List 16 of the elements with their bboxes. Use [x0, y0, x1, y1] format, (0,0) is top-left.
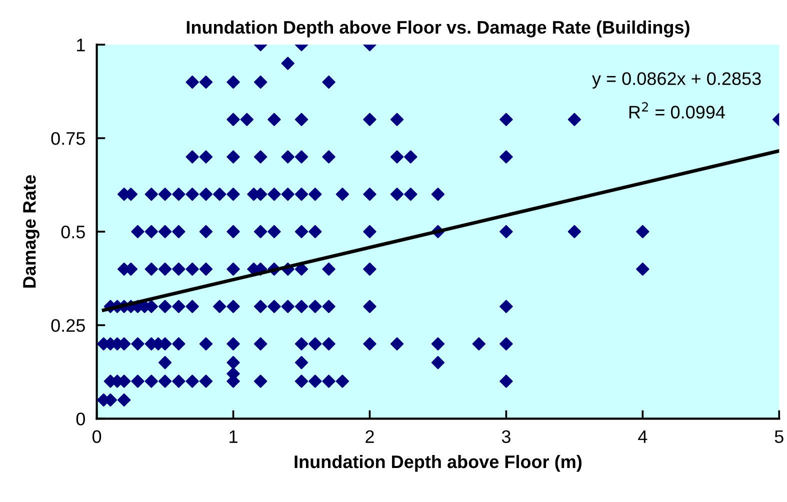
x-tick-label: 0 — [92, 430, 102, 444]
x-tick-label: 3 — [502, 430, 510, 444]
x-tick-label: 5 — [774, 430, 784, 444]
annotation: y = 0.0862x + 0.2853 — [592, 72, 761, 89]
y-tick-label: 1 — [77, 38, 85, 52]
y-tick-label: 0.75 — [51, 132, 85, 145]
x-tick-label: 4 — [638, 430, 648, 443]
y-tick-label: 0.5 — [61, 226, 85, 238]
chart-title: Inundation Depth above Floor vs. Damage Rate (Buildings) — [186, 20, 690, 38]
y-tick-label: 0 — [76, 412, 85, 426]
x-tick-label: 1 — [230, 430, 238, 443]
y-tick-label: 0.25 — [51, 319, 85, 332]
x-tick-label: 2 — [366, 430, 374, 443]
x-axis-title: Inundation Depth above Floor (m) — [294, 454, 582, 472]
y-axis-title: Damage Rate — [23, 175, 40, 288]
annotation: R$^{2}$ = 0.0994 — [629, 102, 725, 119]
